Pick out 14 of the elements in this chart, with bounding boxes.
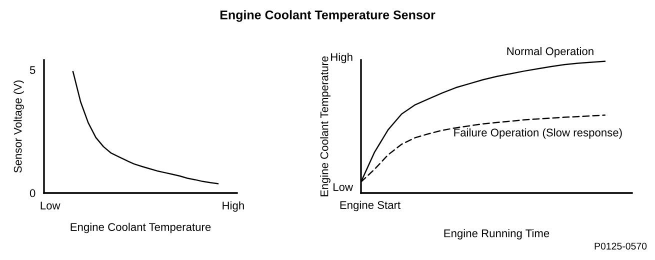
y-axis-title: Engine Coolant Temperature (320, 56, 330, 196)
text: Engine Coolant Temperature Sensor (220, 10, 436, 22)
line-series (72, 70, 219, 184)
series-label: Failure Operation (Slow response) (454, 128, 622, 139)
y-tick-label: 5 (30, 66, 36, 74)
text: P0125-0570 (594, 242, 647, 250)
y-axis-title: Sensor Voltage (V) (14, 80, 24, 173)
y-tick-label: 0 (30, 189, 36, 198)
x-axis-title: Engine Coolant Temperature (70, 222, 211, 234)
x-axis-title: Engine Running Time (444, 229, 550, 240)
series-label: Normal Operation (507, 47, 594, 58)
text: Low (334, 183, 354, 191)
text: High (331, 52, 352, 64)
text: Engine Start (340, 200, 400, 212)
